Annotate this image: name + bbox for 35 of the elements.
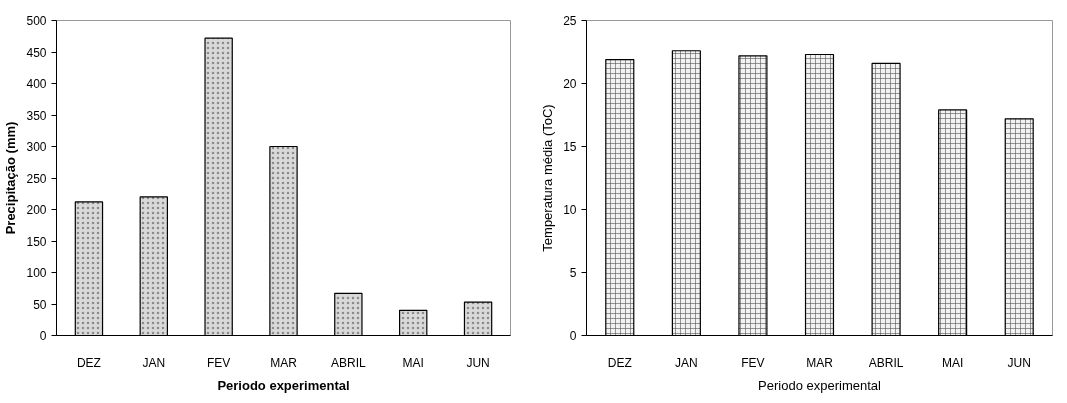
y-tick-label: 25 [563, 14, 577, 28]
x-tick-label: MAI [402, 355, 424, 370]
x-tick-label: FEV [741, 355, 765, 370]
y-tick-label: 0 [569, 329, 577, 343]
x-tick-label: JUN [466, 355, 490, 370]
y-tick-label: 150 [26, 234, 47, 249]
y-tick-label: 200 [26, 203, 47, 217]
y-axis-title: Precipitação (mm) [3, 121, 19, 235]
x-tick-label: DEZ [607, 355, 632, 370]
x-tick-label: ABRIL [868, 355, 904, 370]
y-tick-label: 450 [26, 45, 47, 60]
x-tick-label: ABRIL [331, 355, 367, 370]
x-axis-title: Periodo experimental [217, 377, 350, 393]
y-tick-label: 400 [26, 77, 47, 91]
x-tick-label: MAR [270, 355, 298, 370]
y-tick-label: 250 [26, 171, 47, 186]
y-tick-label: 15 [563, 140, 577, 154]
y-tick-label: 5 [569, 266, 577, 280]
y-tick-label: 100 [26, 266, 47, 280]
x-tick-label: MAR [806, 355, 834, 370]
x-tick-label: JAN [675, 355, 698, 370]
y-tick-label: 50 [33, 297, 47, 312]
y-tick-label: 350 [26, 108, 47, 123]
y-tick-label: 500 [26, 14, 47, 28]
y-tick-label: 20 [563, 77, 577, 91]
x-tick-label: FEV [206, 355, 231, 370]
x-axis-title: Periodo experimental [758, 377, 882, 393]
x-tick-label: JAN [142, 355, 166, 370]
y-axis-title: Temperatura média (ToC) [540, 104, 556, 252]
y-tick-label: 0 [39, 329, 47, 343]
x-tick-label: DEZ [76, 355, 101, 370]
x-tick-label: MAI [941, 355, 964, 370]
y-tick-label: 10 [563, 203, 577, 217]
x-tick-label: JUN [1007, 355, 1031, 370]
y-tick-label: 300 [26, 140, 47, 154]
